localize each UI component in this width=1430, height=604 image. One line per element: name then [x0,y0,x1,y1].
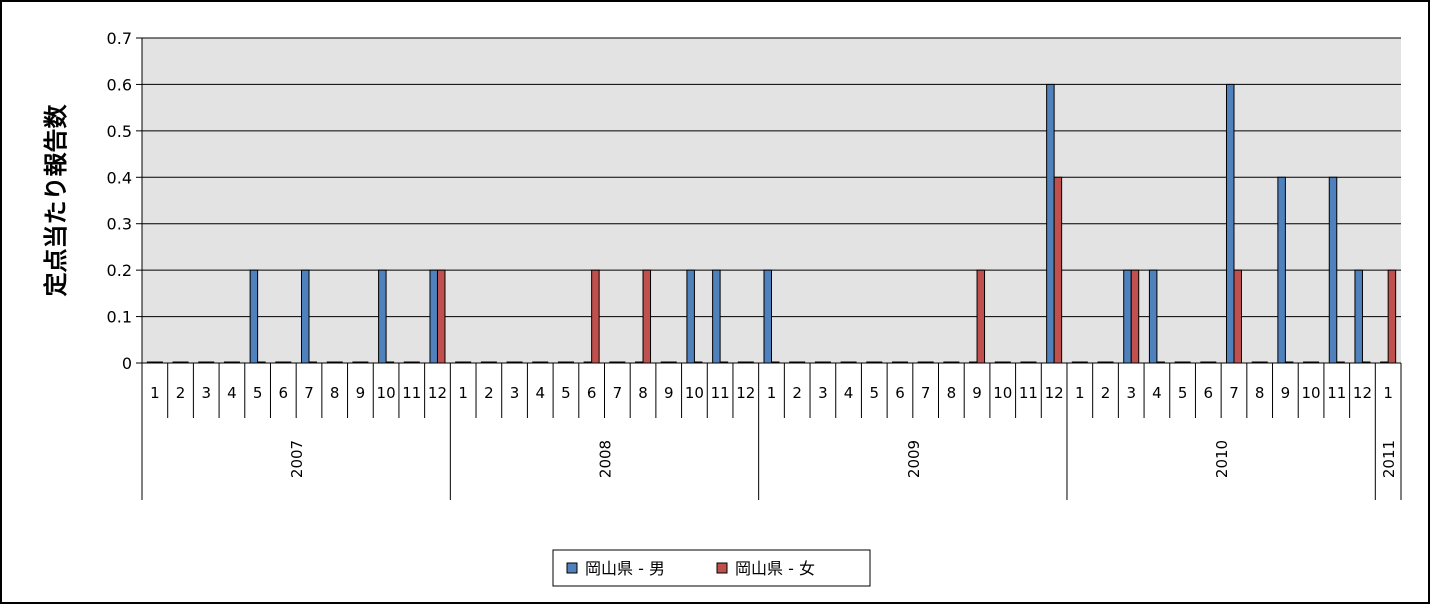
legend-swatch [566,562,578,574]
bar [686,269,695,364]
legend: 岡山県 - 男 岡山県 - 女 [552,549,871,587]
x-tick-label: 10 [1302,384,1321,402]
legend-box [552,549,871,587]
bar [642,269,652,364]
legend-label: 岡山県 - 女 [735,559,815,578]
x-tick-label: 5 [870,384,880,402]
x-group-label: 2011 [1380,440,1398,478]
y-tick-label: 0.5 [107,122,132,141]
x-tick-label: 2 [176,384,186,402]
x-tick-label: 6 [587,384,597,402]
x-tick-label: 5 [253,384,263,402]
x-tick-label: 9 [1281,384,1291,402]
x-tick-label: 1 [767,384,777,402]
x-tick-label: 8 [330,384,340,402]
x-tick-label: 5 [561,384,571,402]
x-group-label: 2009 [905,440,923,478]
x-tick-label: 10 [993,384,1012,402]
x-tick-label: 12 [736,384,755,402]
x-tick-label: 1 [458,384,468,402]
x-tick-label: 2 [484,384,494,402]
x-tick-label: 4 [227,384,237,402]
x-tick-label: 11 [1327,384,1346,402]
x-tick-label: 9 [972,384,982,402]
axes: 00.10.20.30.40.50.60.71 2 3 4 5 6 7 8 9 10 11 12 1 2 3… [107,29,1402,500]
bar [591,269,600,364]
y-axis-title: 定点当たり報告数 [42,104,70,297]
bar [1328,176,1338,364]
y-tick-label: 0 [122,354,132,373]
x-tick-label: 4 [844,384,854,402]
x-tick-label: 2 [1101,384,1111,402]
x-tick-label: 11 [1019,384,1038,402]
x-group-label: 2007 [288,440,306,478]
bar [1053,176,1063,364]
bar [1354,269,1363,364]
bar [1277,176,1286,364]
x-tick-label: 12 [1353,384,1372,402]
bar [1148,269,1158,364]
x-tick-label: 11 [711,384,730,402]
x-tick-label: 12 [428,384,447,402]
x-tick-label: 4 [1152,384,1162,402]
bar [436,269,446,364]
bar [1233,269,1242,364]
bar [249,269,259,364]
legend-swatch [716,562,728,574]
x-tick-label: 12 [1045,384,1064,402]
x-tick-label: 6 [895,384,905,402]
bar [378,269,387,364]
x-tick-label: 8 [1255,384,1265,402]
y-tick-label: 0.1 [107,308,132,327]
x-tick-label: 6 [1204,384,1214,402]
x-tick-label: 4 [535,384,545,402]
bar [976,269,986,364]
x-tick-label: 11 [402,384,421,402]
x-tick-label: 2 [792,384,802,402]
x-tick-label: 9 [356,384,366,402]
bar [763,269,772,364]
x-tick-label: 3 [1126,384,1136,402]
x-group-label: 2010 [1213,440,1231,478]
x-tick-label: 3 [201,384,211,402]
bar [1123,269,1132,364]
x-tick-label: 7 [921,384,931,402]
x-tick-label: 5 [1178,384,1188,402]
x-tick-label: 7 [1229,384,1239,402]
bar [301,269,310,364]
y-tick-label: 0.6 [107,75,132,94]
y-tick-label: 0.3 [107,215,132,234]
x-tick-label: 3 [818,384,828,402]
y-tick-label: 0.4 [107,168,132,187]
x-tick-label: 8 [947,384,957,402]
bar [1130,269,1140,364]
bar [712,269,721,364]
bar [1387,269,1397,364]
x-tick-label: 6 [279,384,289,402]
x-tick-label: 7 [613,384,623,402]
x-tick-label: 1 [1383,384,1393,402]
x-tick-label: 9 [664,384,674,402]
x-tick-label: 10 [377,384,396,402]
bar [1225,83,1235,364]
y-tick-label: 0.2 [107,261,132,280]
x-tick-label: 3 [510,384,520,402]
x-tick-label: 1 [1075,384,1085,402]
bar [429,269,438,364]
x-group-label: 2008 [596,440,614,478]
y-tick-label: 0.7 [107,29,132,48]
x-tick-label: 7 [304,384,314,402]
legend-label: 岡山県 - 男 [585,559,665,578]
x-tick-label: 8 [638,384,648,402]
bar [1046,83,1055,364]
x-tick-label: 10 [685,384,704,402]
x-tick-label: 1 [150,384,160,402]
